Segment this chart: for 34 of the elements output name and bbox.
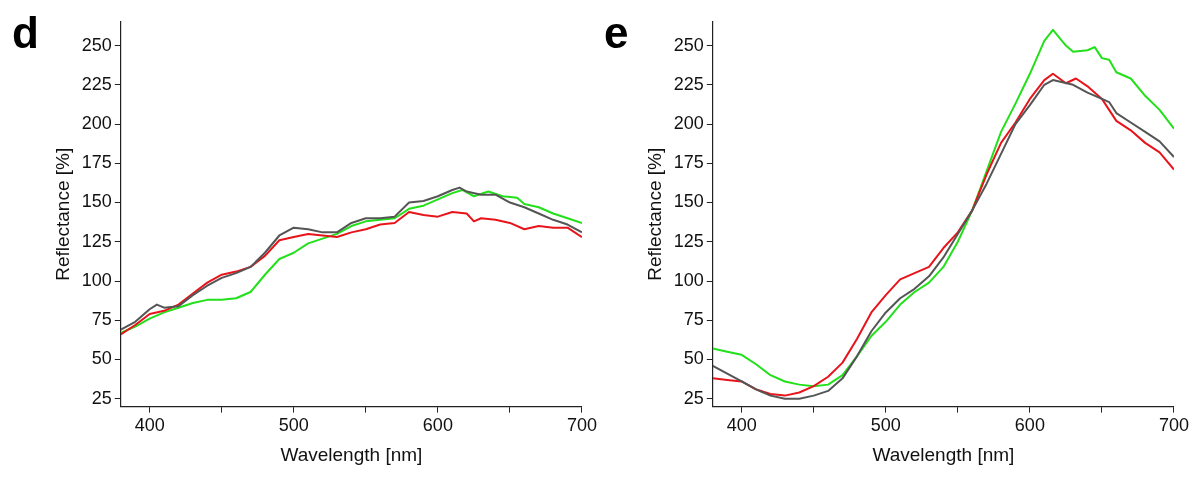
- y-axis-title: Reflectance [%]: [51, 147, 73, 281]
- y-tick-label: 175: [81, 152, 112, 173]
- x-tick-label: 500: [870, 415, 901, 436]
- chart-title: d: [12, 8, 39, 58]
- x-tick-label: 400: [134, 415, 165, 436]
- y-tick-label: 225: [673, 73, 704, 94]
- y-tick-label: 100: [81, 269, 112, 290]
- y-tick-label: 150: [81, 191, 112, 212]
- y-tick-label: 75: [683, 309, 704, 330]
- y-tick-label: 250: [81, 34, 112, 55]
- y-tick-label: 150: [673, 191, 704, 212]
- x-axis-title: Wavelength [nm]: [872, 443, 1015, 465]
- y-tick-label: 125: [81, 230, 112, 251]
- y-tick-label: 200: [81, 113, 112, 134]
- x-tick-label: 500: [278, 415, 309, 436]
- y-axis-title: Reflectance [%]: [643, 147, 665, 281]
- y-tick-label: 125: [673, 230, 704, 251]
- y-tick-label: 250: [673, 34, 704, 55]
- y-tick-label: 75: [91, 309, 112, 330]
- x-tick-label: 600: [1014, 415, 1045, 436]
- x-tick-label: 600: [422, 415, 453, 436]
- x-tick-label: 400: [726, 415, 757, 436]
- chart-title: e: [604, 8, 629, 58]
- y-tick-label: 225: [81, 73, 112, 94]
- y-tick-label: 50: [683, 348, 704, 369]
- y-tick-label: 200: [673, 113, 704, 134]
- y-tick-label: 50: [91, 348, 112, 369]
- x-tick-label: 700: [1158, 415, 1190, 436]
- y-tick-label: 100: [673, 269, 704, 290]
- x-axis-title: Wavelength [nm]: [280, 443, 423, 465]
- x-tick-label: 700: [566, 415, 598, 436]
- y-tick-label: 25: [91, 387, 112, 408]
- y-tick-label: 25: [683, 387, 704, 408]
- y-tick-label: 175: [673, 152, 704, 173]
